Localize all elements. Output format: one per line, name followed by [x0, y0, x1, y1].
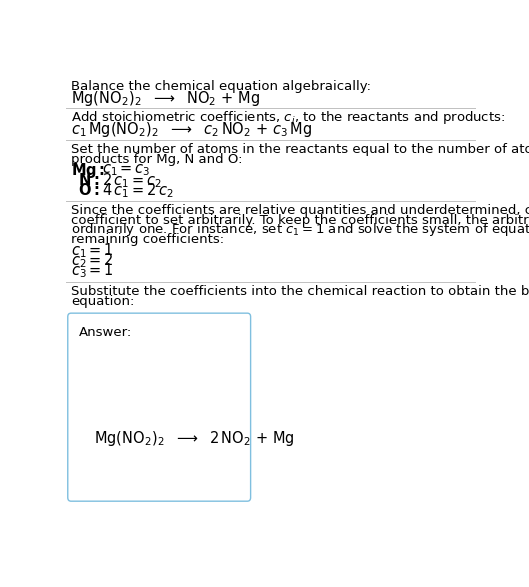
Text: $2\,c_1 = c_2$: $2\,c_1 = c_2$ [102, 171, 162, 190]
Text: $c_2 = 2$: $c_2 = 2$ [71, 251, 114, 270]
Text: $\mathregular{Mg(NO_2)_2}$  $\longrightarrow$  $2\,\mathregular{NO_2}$ + $\mathr: $\mathregular{Mg(NO_2)_2}$ $\longrightar… [94, 429, 294, 448]
Text: products for Mg, N and O:: products for Mg, N and O: [71, 153, 242, 166]
Text: $\mathbf{O:}$: $\mathbf{O:}$ [78, 182, 100, 198]
Text: equation:: equation: [71, 295, 134, 308]
Text: $\mathbf{Mg:}$: $\mathbf{Mg:}$ [71, 161, 105, 180]
Text: Since the coefficients are relative quantities and underdetermined, choose a: Since the coefficients are relative quan… [71, 204, 529, 217]
Text: Answer:: Answer: [78, 326, 132, 339]
FancyBboxPatch shape [68, 313, 251, 501]
Text: coefficient to set arbitrarily. To keep the coefficients small, the arbitrary va: coefficient to set arbitrarily. To keep … [71, 214, 529, 227]
Text: $\mathregular{Mg(NO_2)_2}$  $\longrightarrow$  $\mathregular{NO_2}$ + $\mathregu: $\mathregular{Mg(NO_2)_2}$ $\longrightar… [71, 89, 260, 108]
Text: $4\,c_1 = 2\,c_2$: $4\,c_1 = 2\,c_2$ [102, 181, 174, 200]
Text: $\mathbf{N:}$: $\mathbf{N:}$ [78, 172, 100, 188]
Text: Set the number of atoms in the reactants equal to the number of atoms in the: Set the number of atoms in the reactants… [71, 143, 529, 156]
Text: $c_1 = 1$: $c_1 = 1$ [71, 241, 114, 260]
Text: Balance the chemical equation algebraically:: Balance the chemical equation algebraica… [71, 80, 371, 93]
Text: Substitute the coefficients into the chemical reaction to obtain the balanced: Substitute the coefficients into the che… [71, 285, 529, 298]
Text: $c_1 = c_3$: $c_1 = c_3$ [102, 163, 150, 178]
Text: $c_1\,\mathregular{Mg(NO_2)_2}$  $\longrightarrow$  $c_2\,\mathregular{NO_2}$ + : $c_1\,\mathregular{Mg(NO_2)_2}$ $\longri… [71, 120, 312, 139]
Text: remaining coefficients:: remaining coefficients: [71, 234, 224, 247]
Text: Add stoichiometric coefficients, $c_i$, to the reactants and products:: Add stoichiometric coefficients, $c_i$, … [71, 109, 505, 126]
Text: $c_3 = 1$: $c_3 = 1$ [71, 261, 114, 280]
Text: ordinarily one. For instance, set $c_1 = 1$ and solve the system of equations fo: ordinarily one. For instance, set $c_1 =… [71, 221, 529, 238]
